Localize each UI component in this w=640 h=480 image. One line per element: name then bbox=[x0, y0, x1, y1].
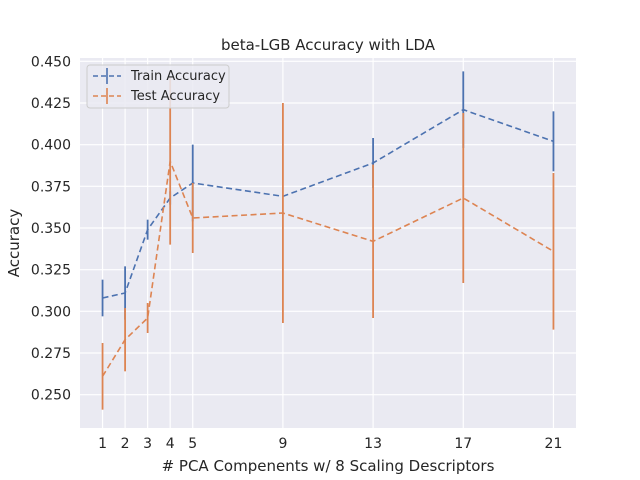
y-tick-label: 0.450 bbox=[31, 54, 71, 70]
series-test-accuracy bbox=[101, 78, 555, 410]
x-tick-label: 21 bbox=[545, 436, 563, 452]
x-tick-label: 1 bbox=[98, 436, 107, 452]
y-tick-label: 0.350 bbox=[31, 221, 71, 237]
y-tick-label: 0.275 bbox=[31, 346, 71, 362]
y-tick-label: 0.425 bbox=[31, 96, 71, 112]
x-tick-label: 4 bbox=[166, 436, 175, 452]
y-axis-label: Accuracy bbox=[5, 209, 23, 278]
x-tick-label: 3 bbox=[143, 436, 152, 452]
y-tick-label: 0.300 bbox=[31, 304, 71, 320]
chart-title: beta-LGB Accuracy with LDA bbox=[221, 36, 436, 54]
y-tick-label: 0.375 bbox=[31, 179, 71, 195]
y-tick-label: 0.325 bbox=[31, 263, 71, 279]
y-tick-label: 0.400 bbox=[31, 138, 71, 154]
x-tick-label: 5 bbox=[188, 436, 197, 452]
x-tick-label: 9 bbox=[278, 436, 287, 452]
legend: Train Accuracy Test Accuracy bbox=[86, 64, 230, 109]
x-tick-label: 17 bbox=[454, 436, 472, 452]
x-tick-label: 13 bbox=[364, 436, 382, 452]
tick-labels: 0.250 0.275 0.300 0.325 0.350 0.375 0.400 0.425… bbox=[31, 54, 562, 452]
legend-box bbox=[86, 64, 230, 109]
x-tick-label: 2 bbox=[121, 436, 130, 452]
y-tick-label: 0.250 bbox=[31, 388, 71, 404]
x-axis-label: # PCA Compenents w/ 8 Scaling Descriptor… bbox=[162, 457, 495, 475]
plot-area bbox=[80, 58, 576, 428]
legend-test-label: Test Accuracy bbox=[130, 89, 220, 104]
series-line-test-accuracy bbox=[101, 158, 554, 377]
series-layer bbox=[101, 71, 555, 410]
legend-train-label: Train Accuracy bbox=[130, 69, 226, 84]
